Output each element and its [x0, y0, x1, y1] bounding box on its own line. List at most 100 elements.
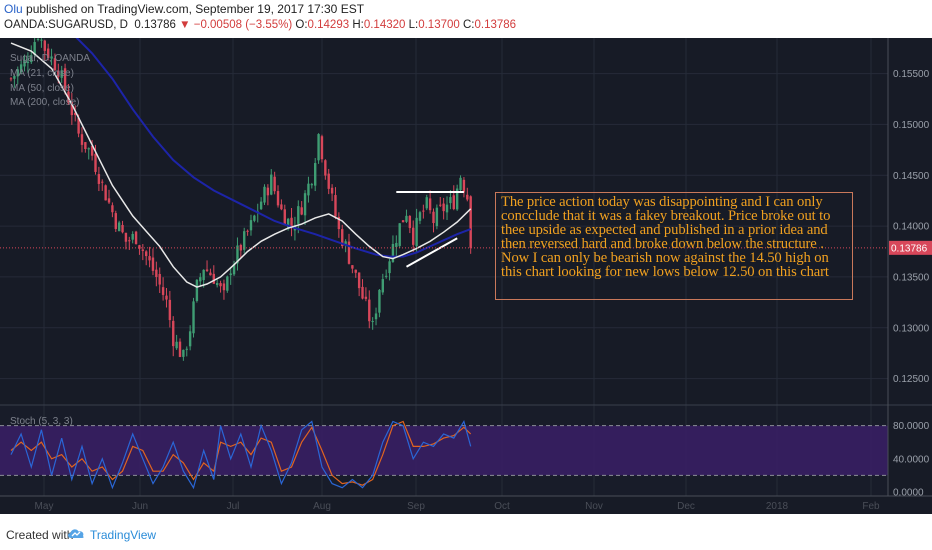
x-tick-label: Nov: [585, 501, 603, 512]
candle-body: [107, 198, 111, 203]
indicator-legend: Sugar, D, OANDA MA (21, close) MA (50, c…: [10, 52, 90, 111]
candle-body: [422, 210, 425, 212]
candle-body: [158, 273, 161, 285]
candle-body: [391, 243, 395, 262]
candle-body: [276, 191, 280, 206]
candle-body: [60, 70, 63, 78]
candle-body: [148, 256, 151, 261]
price-chart[interactable]: May Jun Jul Aug Sep Oct Nov Dec 2018 Feb 0.15500 0.…: [0, 38, 932, 514]
low-label: L:: [408, 19, 419, 31]
idea-annotation[interactable]: The price action today was disappointing…: [495, 192, 853, 300]
candle-body: [324, 160, 327, 176]
candle-body: [33, 42, 36, 55]
down-arrow-icon: ▼: [179, 19, 191, 31]
x-tick-label: Sep: [407, 501, 425, 512]
candle-body: [121, 224, 124, 233]
legend-ma21[interactable]: MA (21, close): [10, 67, 74, 79]
candle-body: [46, 48, 50, 59]
candle-body: [195, 279, 199, 301]
candle-body: [378, 289, 381, 313]
candle-body: [199, 277, 202, 282]
last-price-badge: [889, 240, 932, 255]
candle-body: [40, 39, 43, 41]
candle-body: [226, 276, 229, 291]
candle-body: [131, 233, 134, 240]
candle-body: [273, 176, 276, 192]
candle-body: [330, 187, 334, 194]
candle-body: [388, 261, 391, 274]
candle-body: [290, 217, 293, 228]
candle-body: [253, 215, 256, 221]
candle-body: [398, 223, 401, 246]
candle-body: [449, 197, 452, 204]
candle-body: [117, 222, 121, 232]
high-value: 0.14320: [363, 19, 406, 31]
candle-body: [26, 61, 30, 64]
candle-body: [249, 220, 253, 231]
candle-body: [104, 185, 107, 201]
candle-body: [300, 207, 303, 215]
candle-body: [462, 179, 466, 193]
author-link[interactable]: Olu: [4, 2, 23, 16]
candle-body: [212, 273, 215, 284]
legend-ma200[interactable]: MA (200, close): [10, 97, 80, 109]
candle-body: [445, 204, 449, 213]
candle-body: [307, 183, 310, 196]
candle-body: [286, 218, 290, 228]
x-tick-label: Aug: [313, 501, 331, 512]
candle-body: [395, 242, 398, 247]
candle-body: [13, 75, 16, 79]
stoch-tick-label: 0.0000: [893, 487, 924, 498]
candle-body: [263, 186, 266, 203]
candle-body: [466, 194, 469, 200]
close-label: C:: [462, 19, 475, 31]
candle-body: [74, 112, 77, 115]
candle-body: [439, 204, 442, 206]
candle-body: [341, 229, 344, 246]
candle-body: [297, 206, 300, 224]
candle-body: [19, 64, 23, 72]
candle-body: [23, 60, 26, 67]
candle-body: [114, 213, 117, 229]
open-value: 0.14293: [307, 19, 350, 31]
candle-body: [209, 272, 212, 276]
candle-body: [70, 101, 74, 116]
candle-body: [381, 279, 384, 293]
candle-body: [361, 286, 364, 299]
stoch-k-line: [10, 419, 472, 490]
candle-body: [280, 204, 283, 210]
candle-body: [84, 142, 87, 150]
candle-body: [371, 321, 374, 323]
x-tick-label: Feb: [862, 501, 880, 512]
candle-body: [401, 220, 405, 223]
candle-body: [415, 217, 418, 247]
stoch-d-line: [10, 420, 472, 486]
candle-body: [188, 331, 192, 347]
candle-body: [469, 196, 472, 248]
x-tick-label: May: [35, 501, 54, 512]
x-tick-label: Oct: [494, 501, 510, 512]
legend-ma50[interactable]: MA (50, close): [10, 82, 74, 94]
candle-body: [138, 245, 141, 249]
candle-body: [357, 272, 361, 289]
tradingview-brand-link[interactable]: TradingView: [90, 528, 157, 542]
candle-body: [182, 349, 185, 357]
candle-body: [232, 264, 236, 275]
stoch-legend[interactable]: Stoch (5, 3, 3): [10, 416, 73, 427]
candle-body: [337, 216, 341, 230]
candle-body: [101, 181, 104, 183]
x-tick-label: 2018: [766, 501, 789, 512]
publish-info: published on TradingView.com, September …: [26, 2, 365, 16]
candle-body: [30, 55, 33, 63]
candle-body: [344, 241, 347, 245]
candle-body: [334, 195, 337, 217]
candle-body: [222, 283, 226, 291]
candle-body: [53, 58, 57, 71]
high-label: H:: [352, 19, 364, 31]
close-value: 0.13786: [474, 19, 517, 31]
publish-line: Olu published on TradingView.com, Septem…: [4, 2, 364, 16]
candle-body: [374, 313, 378, 320]
stoch-band: [0, 425, 888, 476]
candle-body: [317, 134, 320, 161]
candle-body: [161, 287, 165, 295]
